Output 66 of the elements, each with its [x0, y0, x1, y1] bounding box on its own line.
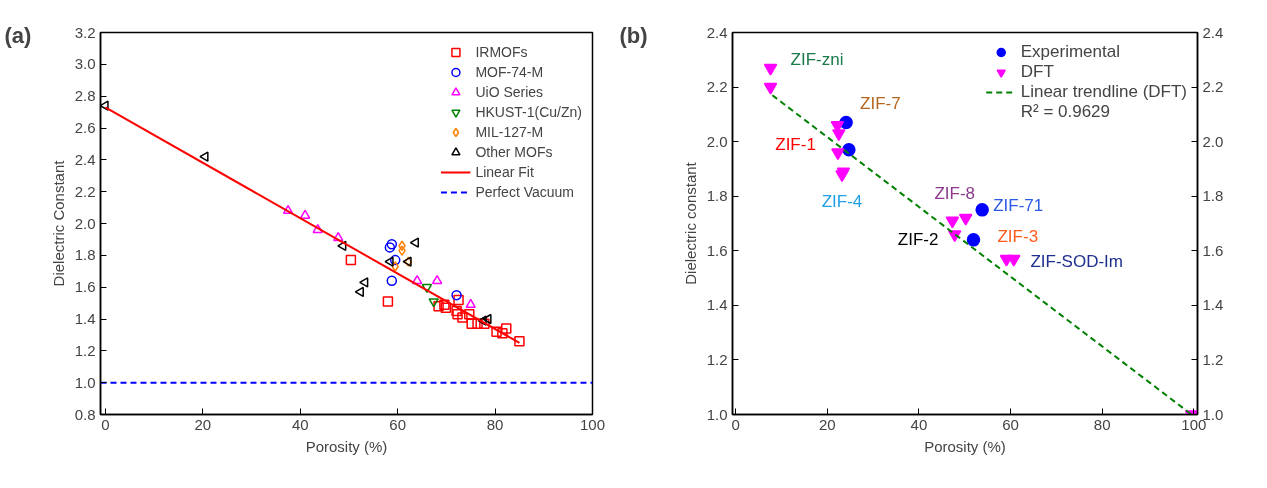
y-tick-label: 2.4 [74, 150, 96, 168]
legend-label: Perfect Vacuum [475, 184, 574, 200]
y-tick-label: 3.0 [74, 55, 96, 73]
y-tick-label: 2.2 [706, 78, 728, 96]
y2-tick-label: 1.6 [1202, 241, 1224, 259]
text: (b) [619, 22, 648, 48]
annotation: R² = 0.9629 [1020, 102, 1111, 122]
y2-tick-label: 1.8 [1202, 187, 1224, 205]
annotation: ZIF-zni [790, 50, 844, 70]
y-tick-label: 1.2 [74, 341, 96, 359]
legend-label: Linear Fit [475, 164, 534, 180]
text: (a) [4, 22, 32, 48]
y-tick-label: 1.8 [74, 246, 96, 264]
y-tick-label: 1.2 [706, 350, 728, 368]
annotation: ZIF-1 [775, 135, 816, 155]
x-tick-label: 20 [818, 415, 836, 433]
x-tick-label: 20 [194, 415, 212, 433]
y-tick-label: 2.2 [74, 182, 96, 200]
x-tick-label: 60 [389, 415, 406, 433]
y2-tick-label: 1.2 [1202, 350, 1224, 368]
x-tick-label: 40 [910, 415, 928, 433]
x-tick-label: 0 [101, 415, 110, 433]
x-tick-label: 80 [486, 415, 504, 433]
y-tick-label: 2.0 [74, 214, 96, 232]
legend-label: DFT [1020, 62, 1054, 82]
x-axis-title: Porosity (%) [924, 437, 1006, 455]
x-tick-label: 0 [731, 415, 740, 433]
y2-tick-label: 1.4 [1202, 296, 1224, 314]
y2-tick-label: 2.4 [1202, 23, 1224, 41]
legend-label: Experimental [1020, 42, 1120, 62]
x-tick-label: 100 [579, 415, 606, 433]
annotation: ZIF-8 [934, 183, 975, 203]
annotation: ZIF-2 [897, 230, 939, 250]
y-tick-label: 1.4 [74, 310, 96, 327]
y-tick-label: 3.2 [74, 23, 96, 41]
y-tick-label: 2.6 [74, 119, 96, 136]
x-tick-label: 60 [1002, 415, 1019, 433]
y-tick-label: 1.6 [74, 278, 96, 296]
y-tick-label: 1.8 [706, 187, 728, 205]
annotation: ZIF-71 [993, 196, 1044, 216]
legend-label: UiO Series [475, 84, 544, 100]
y-tick-label: 0.8 [74, 405, 96, 423]
x-tick-label: 80 [1093, 415, 1111, 433]
x-axis-title: Porosity (%) [305, 437, 388, 455]
y-tick-label: 2.0 [706, 132, 728, 150]
y-tick-label: 1.4 [706, 296, 728, 314]
y2-tick-label: 2.2 [1202, 78, 1224, 96]
y-tick-label: 1.0 [74, 373, 96, 391]
legend-label: HKUST-1(Cu/Zn) [475, 104, 582, 120]
y-axis-title: Dielectric constant [681, 161, 699, 285]
legend-label: MIL-127-M [475, 124, 544, 140]
y-tick-label: 1.0 [706, 405, 728, 423]
annotation: ZIF-SOD-Im [1030, 252, 1124, 272]
y-tick-label: 2.8 [74, 87, 96, 105]
annotation: ZIF-7 [860, 94, 901, 114]
legend-label: Linear trendline (DFT) [1020, 82, 1187, 102]
legend-label: IRMOFs [475, 44, 528, 60]
annotation: ZIF-3 [997, 227, 1039, 247]
y2-tick-label: 2.0 [1202, 132, 1224, 150]
y-axis-title: Dielectric Constant [49, 159, 67, 287]
y-tick-label: 1.6 [706, 241, 728, 259]
y-tick-label: 2.4 [706, 23, 728, 41]
legend-label: Other MOFs [475, 144, 553, 160]
annotation: ZIF-4 [821, 191, 863, 211]
x-tick-label: 40 [291, 415, 309, 433]
legend-label: MOF-74-M [475, 64, 544, 80]
